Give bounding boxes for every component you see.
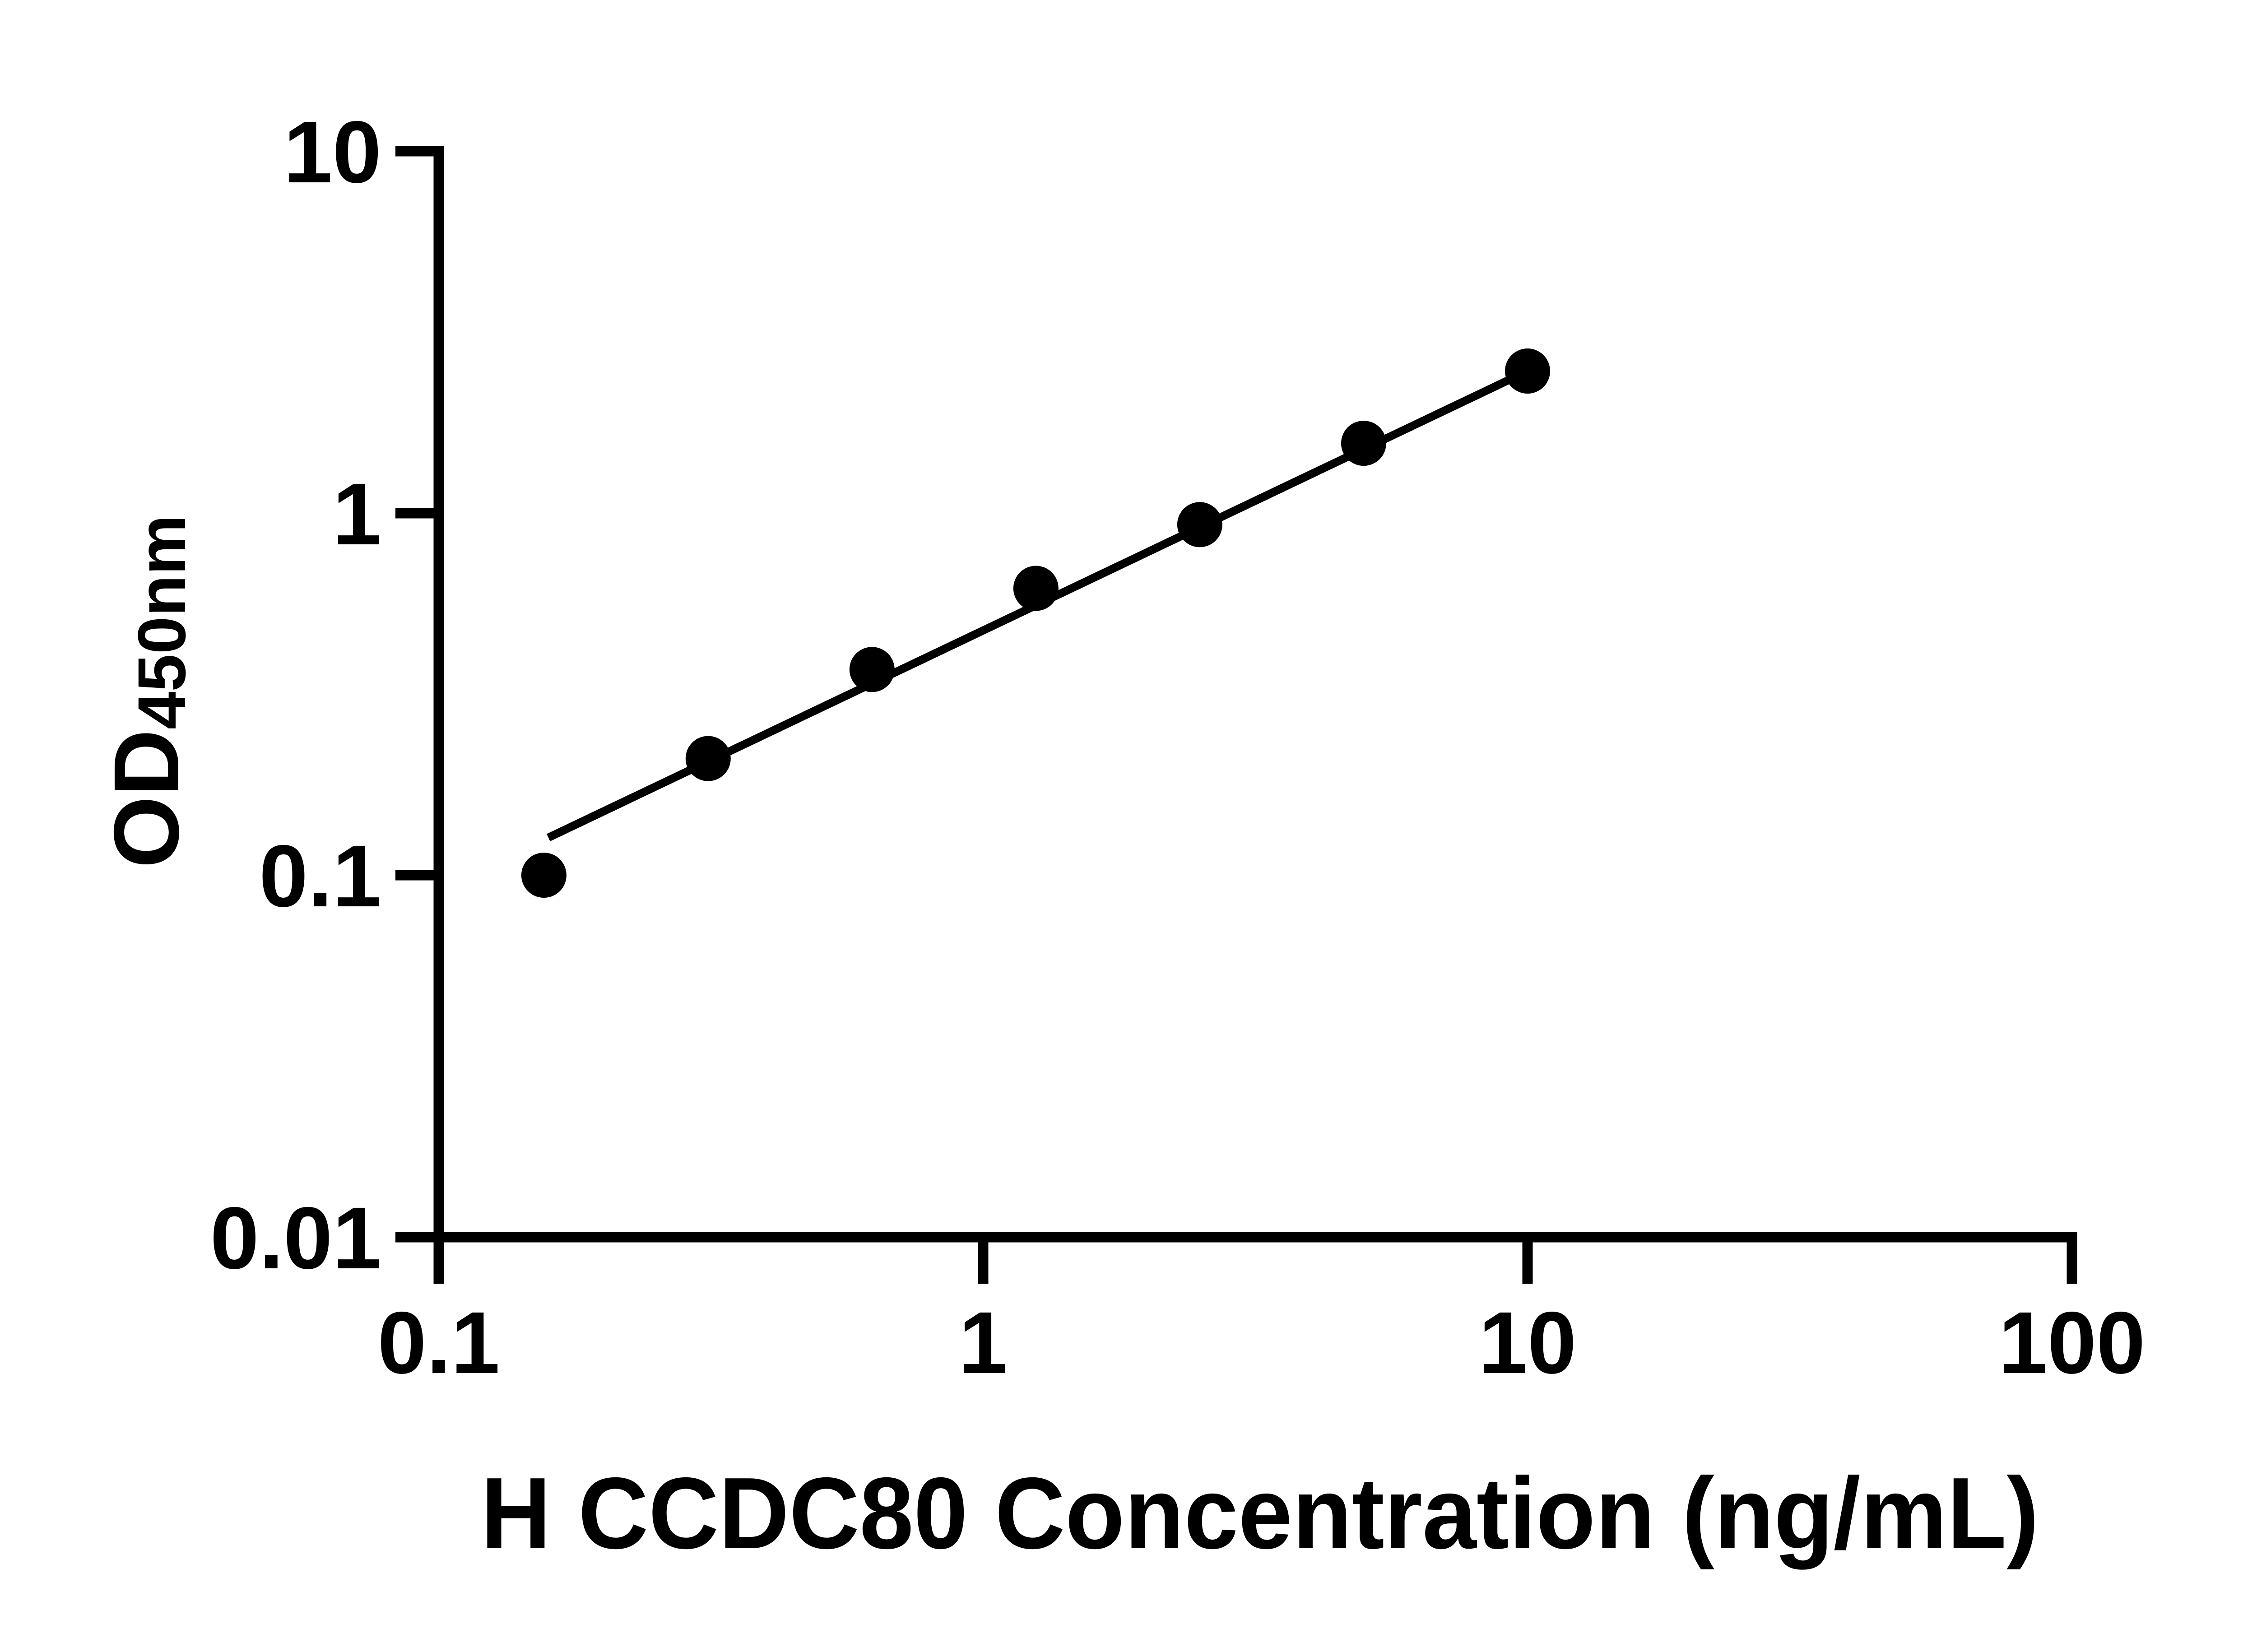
data-point bbox=[685, 736, 731, 781]
data-point bbox=[849, 647, 895, 692]
data-point bbox=[521, 853, 567, 898]
series-h-ccdc80-standard-curve bbox=[521, 348, 1550, 898]
data-point bbox=[1505, 348, 1550, 394]
x-tick-label: 10 bbox=[1479, 1294, 1577, 1392]
y-tick-label: 0.01 bbox=[210, 1189, 381, 1287]
y-tick-label: 10 bbox=[283, 103, 381, 201]
y-tick-label: 1 bbox=[333, 465, 381, 563]
data-point bbox=[1013, 566, 1059, 611]
data-point bbox=[1341, 421, 1386, 466]
y-axis-title-main: OD bbox=[95, 729, 198, 868]
x-tick-label: 100 bbox=[1998, 1294, 2145, 1392]
data-point bbox=[1177, 502, 1222, 548]
x-axis-title: H CCDC80 Concentration (ng/mL) bbox=[481, 1456, 2039, 1570]
x-tick-label: 0.1 bbox=[377, 1294, 500, 1392]
x-tick-label: 1 bbox=[959, 1294, 1008, 1392]
y-tick-label: 0.1 bbox=[259, 827, 381, 925]
y-axis-title-subscript: 450nm bbox=[124, 515, 200, 729]
y-axis-title: OD450nm bbox=[95, 515, 200, 868]
